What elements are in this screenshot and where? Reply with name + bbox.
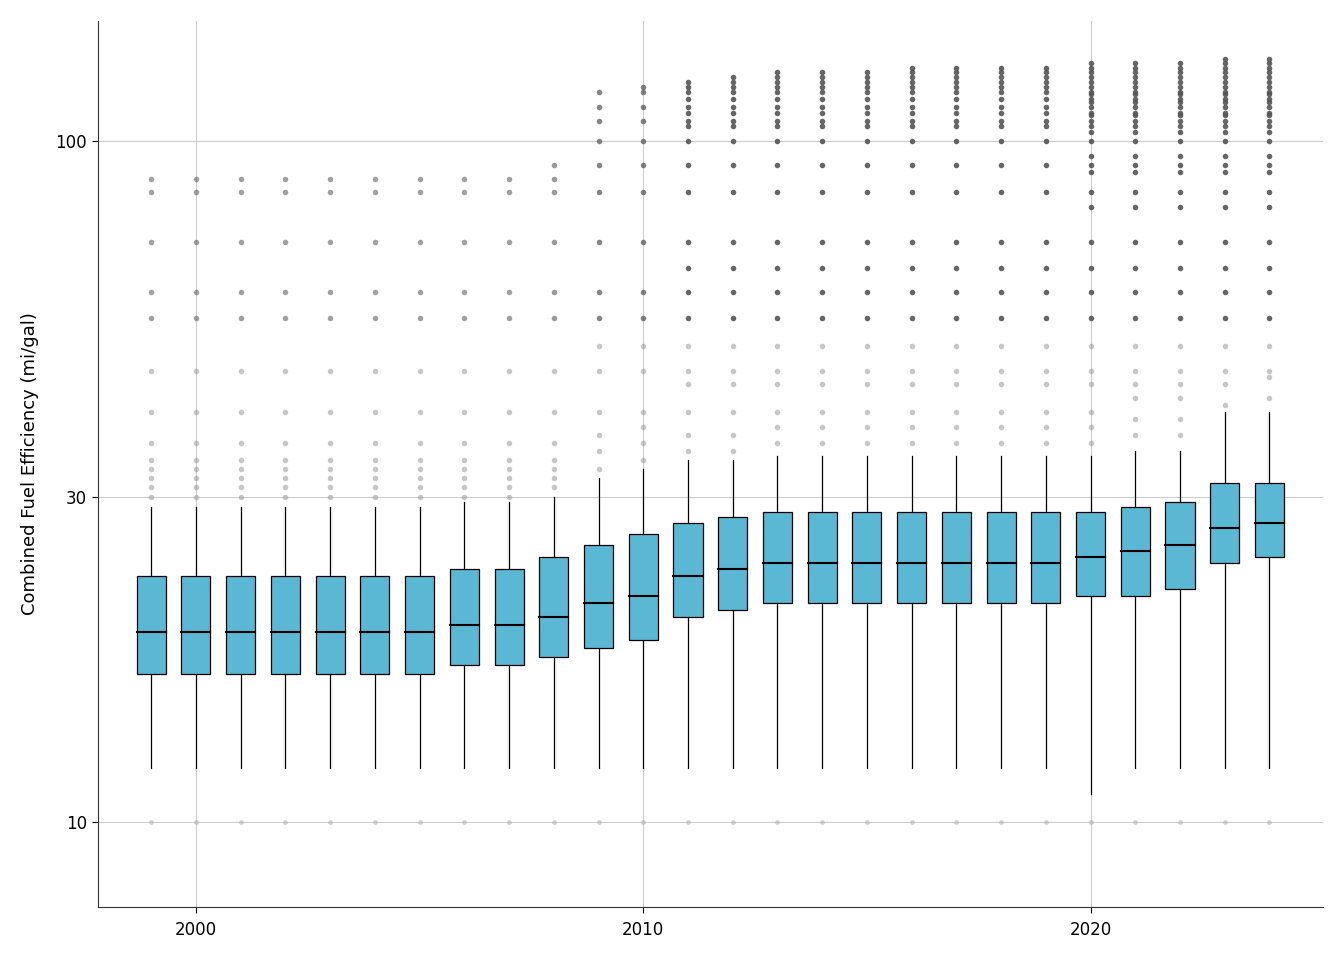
Bar [585, 545, 613, 648]
Bar [808, 513, 837, 603]
Bar [137, 576, 165, 674]
Bar [1165, 502, 1195, 588]
Bar [271, 576, 300, 674]
Bar [718, 517, 747, 610]
Bar [495, 569, 524, 665]
Bar [763, 513, 792, 603]
Bar [896, 513, 926, 603]
Bar [181, 576, 211, 674]
Bar [226, 576, 255, 674]
Bar [405, 576, 434, 674]
Bar [1210, 483, 1239, 564]
Bar [360, 576, 390, 674]
Bar [1121, 507, 1150, 595]
Bar [1077, 513, 1105, 595]
Bar [1255, 483, 1284, 557]
Bar [673, 523, 703, 617]
Bar [629, 534, 657, 640]
Bar [986, 513, 1016, 603]
Bar [942, 513, 970, 603]
Y-axis label: Combined Fuel Efficiency (mi/gal): Combined Fuel Efficiency (mi/gal) [22, 313, 39, 615]
Bar [539, 557, 569, 657]
Bar [316, 576, 344, 674]
Bar [450, 569, 478, 665]
Bar [1031, 513, 1060, 603]
Bar [852, 513, 882, 603]
